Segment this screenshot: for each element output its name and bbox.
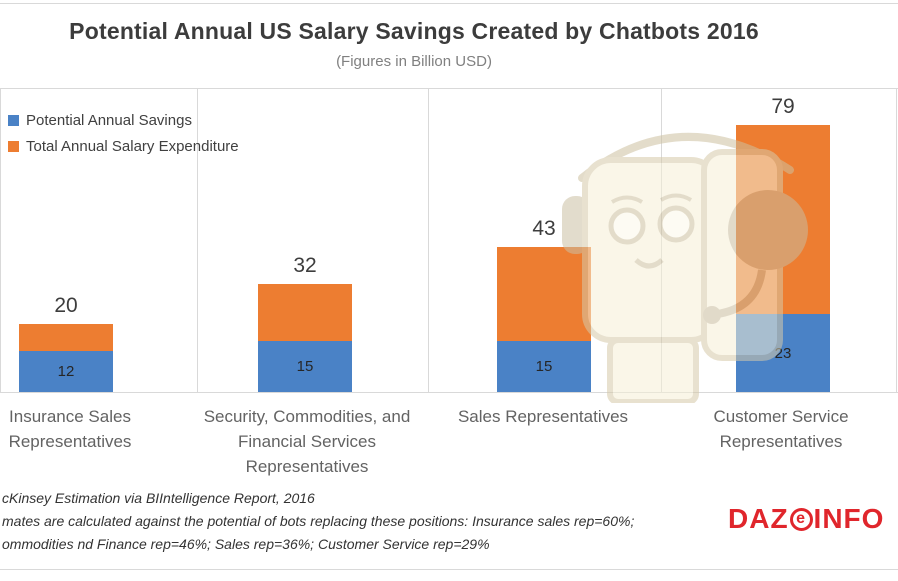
gridline-vertical: [661, 88, 662, 392]
category-label-security-commodities: Security, Commodities, and Financial Ser…: [203, 407, 411, 476]
chart-subtitle: (Figures in Billion USD): [336, 53, 492, 70]
total-value-label: 79: [771, 95, 795, 118]
gridline-vertical: [197, 88, 198, 392]
gridline-top-border: [0, 3, 898, 4]
legend-item-expenditure: Total Annual Salary Expenditure: [8, 138, 239, 155]
bar-potential-savings: 12: [19, 351, 113, 392]
bar-group-security-commodities: 32 15: [258, 253, 352, 392]
savings-value-label: 12: [57, 363, 75, 380]
gridline-baseline: [0, 392, 898, 393]
legend: Potential Annual Savings Total Annual Sa…: [8, 112, 239, 164]
logo-e-icon: e: [789, 507, 813, 531]
footnotes: cKinsey Estimation via BIIntelligence Re…: [2, 487, 718, 556]
legend-label-savings: Potential Annual Savings: [26, 112, 192, 129]
gridline-vertical: [896, 88, 897, 392]
total-value-label: 32: [293, 254, 317, 277]
legend-label-expenditure: Total Annual Salary Expenditure: [26, 138, 239, 155]
category-label-insurance-sales: Insurance Sales Representatives: [8, 407, 132, 451]
bar-potential-savings: 15: [258, 341, 352, 392]
gridline-bottom-border: [0, 569, 898, 570]
footnote-method-2: ommodities nd Finance rep=46%; Sales rep…: [2, 536, 490, 552]
bar: 15: [497, 247, 591, 392]
bar-group-sales-reps: 43 15: [497, 216, 591, 392]
bar: 12: [19, 324, 113, 392]
gridline-vertical: [428, 88, 429, 392]
gridline-vertical: [0, 88, 1, 392]
gridline-plot-top: [0, 88, 898, 89]
logo-text-daz: DAZ: [728, 503, 789, 534]
bar-group-customer-service: 79 23: [736, 94, 830, 392]
bar: 23: [736, 125, 830, 392]
bar-group-insurance-sales: 20 12: [19, 293, 113, 392]
footnote-method-1: mates are calculated against the potenti…: [2, 513, 635, 529]
logo-text-info: INFO: [813, 503, 885, 534]
legend-swatch-savings: [8, 115, 19, 126]
savings-value-label: 23: [774, 344, 792, 362]
total-value-label: 43: [532, 217, 556, 240]
savings-value-label: 15: [535, 358, 553, 375]
category-label-sales-reps: Sales Representatives: [457, 407, 629, 426]
footnote-source: cKinsey Estimation via BIIntelligence Re…: [2, 490, 315, 506]
legend-item-savings: Potential Annual Savings: [8, 112, 239, 129]
chart-title: Potential Annual US Salary Savings Creat…: [69, 18, 759, 44]
bar-potential-savings: 23: [736, 314, 830, 392]
legend-swatch-expenditure: [8, 141, 19, 152]
total-value-label: 20: [54, 294, 78, 317]
category-label-customer-service: Customer Service Representatives: [713, 407, 849, 451]
dazeinfo-logo: DAZ e INFO: [728, 503, 884, 535]
bar: 15: [258, 284, 352, 392]
savings-value-label: 15: [296, 358, 314, 375]
bar-potential-savings: 15: [497, 341, 591, 392]
